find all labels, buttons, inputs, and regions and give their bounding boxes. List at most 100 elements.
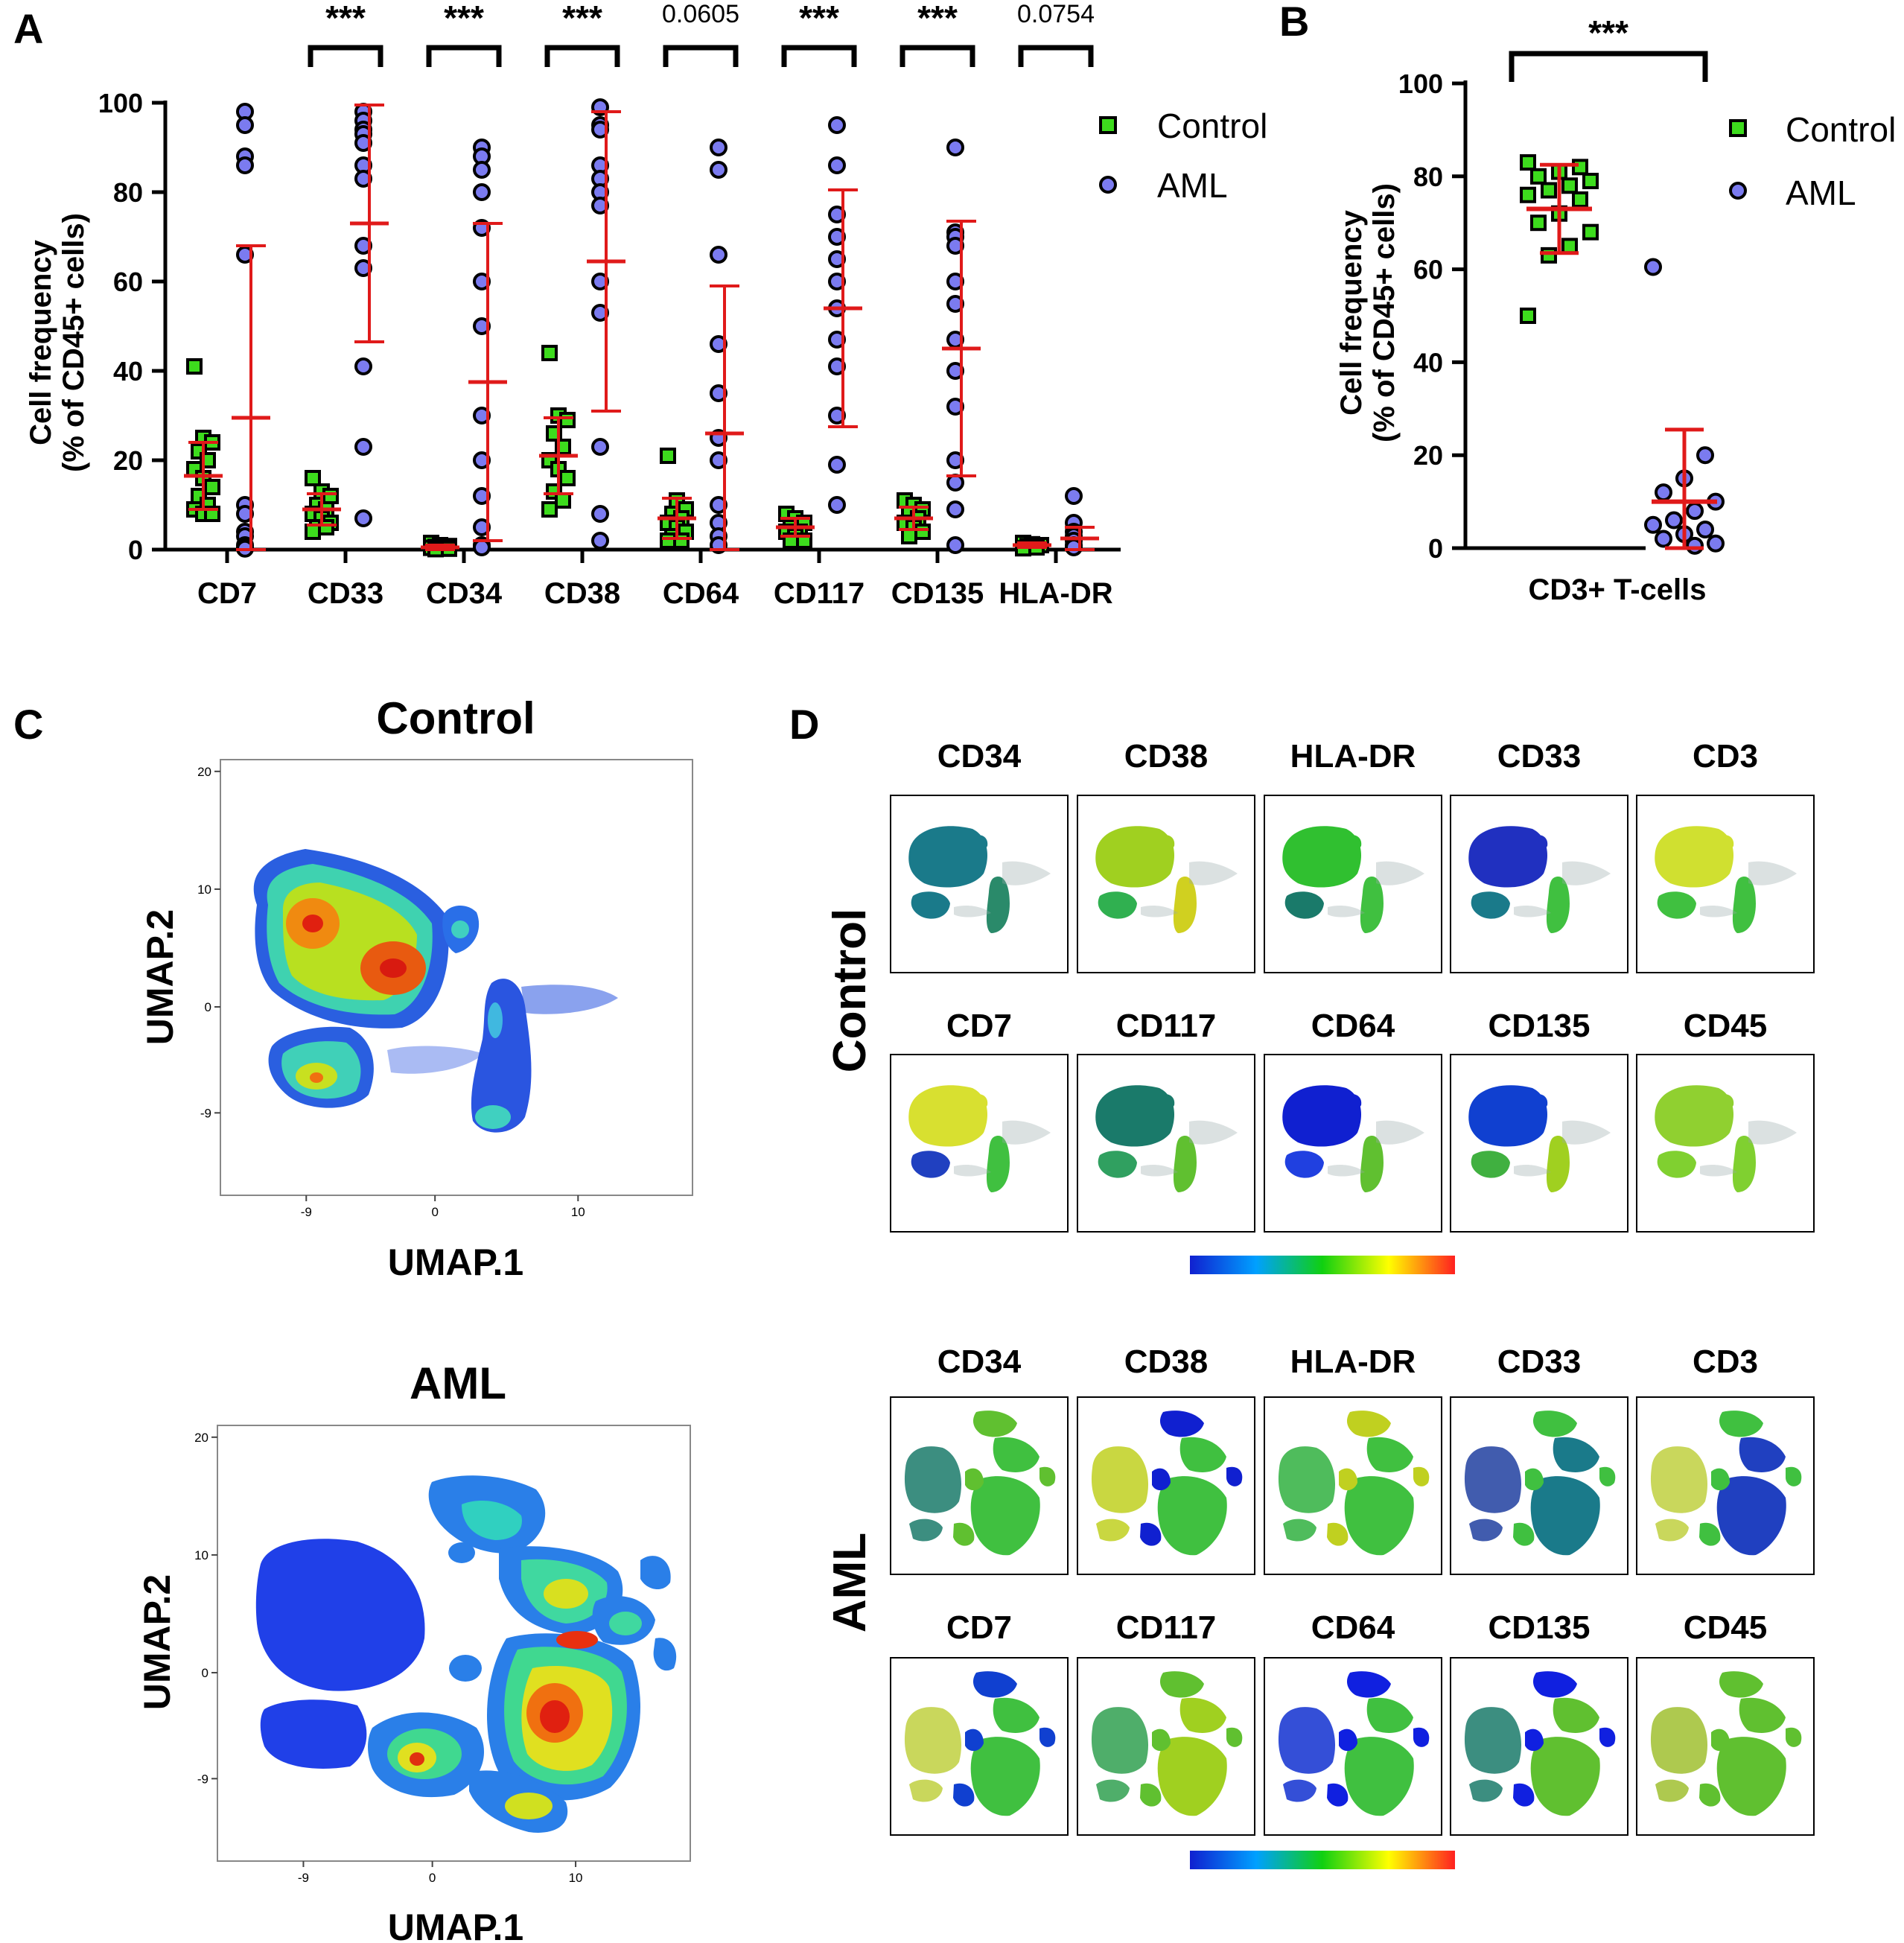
marker-label: CD7: [946, 1609, 1012, 1646]
marker-umap-map: [908, 1085, 1051, 1192]
a-category-label: CD38: [544, 577, 620, 610]
marker-label: CD135: [1489, 1609, 1591, 1646]
marker-tile-frame: [1077, 795, 1255, 973]
b-point-control: [1541, 247, 1557, 264]
a-category-label: HLA-DR: [999, 577, 1112, 610]
a-sig-bracket: [1018, 45, 1094, 67]
marker-tile-frame: [1450, 795, 1628, 973]
panel-b-legend-control-marker: [1729, 119, 1747, 137]
marker-umap-map: [1095, 1085, 1238, 1192]
umap-aml-density: [255, 1475, 677, 1833]
umap-xtick-label: 10: [569, 1871, 583, 1885]
a-sig-bracket: [544, 45, 620, 67]
marker-umap-map: [1468, 826, 1611, 933]
a-point-aml: [828, 116, 846, 134]
a-category-label: CD34: [426, 577, 503, 610]
umap-control-xlabel: UMAP.1: [388, 1241, 523, 1283]
marker-umap-map: [1282, 1085, 1424, 1192]
umap-ytick-label: 20: [197, 765, 211, 779]
a-point-control: [559, 470, 576, 486]
b-point-aml: [1696, 446, 1714, 465]
marker-label: CD45: [1684, 1008, 1768, 1044]
marker-umap-map: [1655, 1085, 1797, 1192]
b-point-control: [1582, 223, 1599, 241]
marker-label: CD3: [1693, 738, 1758, 775]
marker-label: CD34: [937, 738, 1022, 775]
b-point-aml: [1707, 534, 1725, 553]
panel-a-letter: A: [13, 5, 43, 52]
b-point-aml: [1655, 530, 1672, 548]
panel-b-legend-aml-marker: [1729, 182, 1747, 200]
umap-ytick-label: -9: [200, 1106, 211, 1120]
marker-tile-frame: [890, 1054, 1069, 1233]
b-ytick-label: 40: [1413, 347, 1443, 378]
panel-a-ylabel-1: Cell frequency: [25, 239, 57, 445]
b-point-aml: [1696, 521, 1714, 539]
umap-ytick-label: 10: [197, 883, 211, 897]
panel-b-xlabel: CD3+ T-cells: [1528, 573, 1706, 606]
colorscale-bar-control: [1190, 1256, 1455, 1274]
umap-ytick-label: 0: [205, 1000, 211, 1014]
a-ytick-label: 0: [128, 535, 143, 565]
b-point-control: [1572, 159, 1588, 176]
a-sig-label: ***: [917, 0, 958, 37]
a-point-control: [541, 501, 558, 518]
umap-xtick-label: -9: [298, 1871, 309, 1885]
a-point-control: [204, 479, 220, 495]
a-category-label: CD64: [663, 577, 739, 610]
panel-b: B Cell frequency (% of CD45+ cells) 0 20 4…: [1279, 0, 1896, 606]
panel-a-legend-control-marker: [1099, 116, 1117, 134]
b-ytick-label: 60: [1413, 255, 1443, 285]
a-category-label: CD7: [197, 577, 257, 610]
umap-aml-title: AML: [410, 1358, 506, 1408]
marker-umap-map: [1650, 1411, 1802, 1556]
panel-d-control-label: Control: [824, 909, 876, 1072]
a-ytick-label: 40: [113, 356, 143, 387]
marker-umap-map: [1278, 1411, 1430, 1556]
marker-label: HLA-DR: [1290, 1343, 1416, 1380]
a-point-aml: [946, 536, 964, 554]
a-ytick-label: 100: [98, 88, 143, 118]
umap-control-density: [253, 849, 618, 1133]
a-sig-label: ***: [562, 0, 602, 37]
marker-umap-map: [1278, 1671, 1430, 1816]
marker-umap-map: [1464, 1411, 1616, 1556]
marker-label: CD64: [1311, 1008, 1395, 1044]
panel-b-legend-aml: AML: [1786, 174, 1856, 212]
panel-d-aml-label: AML: [824, 1533, 876, 1632]
a-point-aml: [828, 156, 846, 174]
umap-xtick-label: 0: [429, 1871, 436, 1885]
a-point-control: [660, 532, 676, 549]
b-point-aml: [1686, 536, 1704, 555]
a-sig-label: 0.0605: [662, 0, 739, 28]
b-point-control: [1520, 186, 1536, 203]
a-point-aml: [236, 116, 254, 134]
a-point-aml: [710, 246, 727, 264]
a-point-aml: [1065, 487, 1083, 505]
panel-b-sig-bracket: [1509, 51, 1708, 82]
marker-umap-map: [904, 1671, 1056, 1816]
a-category-label: CD33: [308, 577, 383, 610]
a-point-aml: [591, 438, 609, 456]
panel-b-ylabel-2: (% of CD45+ cells): [1368, 183, 1401, 442]
marker-umap-map: [908, 826, 1051, 933]
marker-umap-map: [1655, 826, 1797, 933]
a-point-control: [186, 358, 203, 375]
marker-label: CD117: [1116, 1609, 1217, 1646]
b-point-control: [1561, 238, 1578, 255]
a-sig-bracket: [781, 45, 857, 67]
b-ytick-label: 0: [1428, 533, 1443, 564]
marker-umap-map: [1282, 826, 1424, 933]
marker-label: CD33: [1497, 1343, 1582, 1380]
a-point-control: [914, 524, 931, 540]
marker-label: CD64: [1311, 1609, 1395, 1646]
b-point-aml: [1644, 258, 1662, 276]
b-point-control: [1530, 214, 1547, 232]
b-point-control: [1561, 177, 1578, 194]
a-point-control: [322, 488, 339, 504]
a-point-aml: [946, 500, 964, 518]
marker-tile-frame: [1450, 1054, 1628, 1233]
a-point-aml: [236, 156, 254, 174]
umap-control-title: Control: [376, 693, 535, 743]
